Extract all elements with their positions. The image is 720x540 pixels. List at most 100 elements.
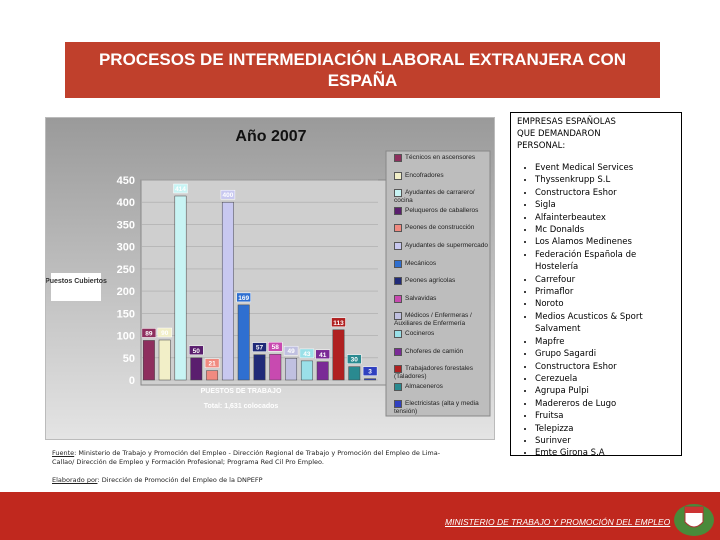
legend-swatch: [394, 242, 402, 250]
company: Medios Acusticos & Sport Salvament: [535, 311, 675, 336]
y-tick-label: 200: [117, 286, 135, 298]
legend-label: Trabajadores forestales (Taladores): [394, 365, 474, 381]
value-label-box: [347, 354, 362, 364]
y-tick-label: 50: [123, 353, 135, 365]
legend-entry: Ayudantes de carrarero/ cocina: [394, 189, 494, 205]
legend-label: Técnicos en ascensores: [405, 154, 476, 161]
legend-label: Salvavidas: [405, 294, 437, 302]
legend-entry: Trabajadores forestales (Taladores): [394, 365, 494, 381]
company: Agrupa Pulpi: [535, 385, 675, 397]
y-tick-label: 0: [129, 375, 135, 387]
value-label: 169: [238, 295, 249, 302]
value-label: 113: [333, 320, 344, 327]
bar: [364, 378, 377, 381]
legend-swatch: [394, 259, 402, 268]
legend-entry: Salvavidas: [394, 294, 494, 303]
legend-swatch: [394, 400, 402, 409]
legend-entry: Peluqueros de caballeros: [394, 206, 494, 215]
legend-entry: Cocineros: [394, 330, 494, 338]
company: Carrefour: [535, 274, 675, 286]
x-axis-label: PUESTOS DE TRABAJO: [201, 388, 282, 395]
legend-label: Peones de construcción: [405, 224, 475, 232]
chart-title: Año 2007: [235, 128, 306, 145]
legend-label: Ayudantes de carrarero/ cocina: [394, 189, 475, 205]
value-label: 3: [368, 369, 372, 376]
value-label: 49: [287, 348, 295, 355]
chart: Año 2007 Puestos Cubiertos PUESTOS DE TR…: [46, 118, 494, 439]
bar: [206, 370, 219, 381]
bar: [316, 361, 329, 381]
value-label-box: [220, 189, 236, 200]
company: Los Alamos Medinenes: [535, 236, 675, 248]
legend-label: Electricistas (alta y media tensión): [394, 400, 479, 416]
company: Surinver: [535, 435, 675, 447]
chart-panel: Año 2007 Puestos Cubiertos PUESTOS DE TR…: [45, 117, 495, 440]
legend-swatch: [394, 382, 402, 391]
company: Sigla: [535, 199, 675, 211]
source-label: Fuente: [52, 449, 75, 457]
legend-label: Peones agrícolas: [405, 277, 456, 285]
made-by-label: Elaborado por: [52, 476, 98, 484]
legend-entry: Ayudantes de supermercado: [394, 242, 494, 250]
plot: 0 50 100 150 200 250 300 350 400 450 89 90 414 50 21 40…: [117, 175, 378, 387]
legend-entry: Peones de construcción: [394, 224, 494, 233]
companies-list: Event Medical ServicesThyssenkrupp S.LCo…: [517, 162, 675, 460]
bar: [253, 354, 266, 381]
legend-swatch: [394, 224, 402, 233]
legend-swatch: [394, 171, 402, 180]
bar: [221, 201, 234, 381]
legend-entry: Médicos / Enfermeras / Auxiliares de Enf…: [394, 312, 494, 328]
footer-text: MINISTERIO DE TRABAJO Y PROMOCIÓN DEL EM…: [445, 517, 671, 527]
value-label-box: [283, 345, 299, 356]
company: Federación Española de Hostelería: [535, 249, 675, 274]
legend-entry: Peones agrícolas: [394, 277, 494, 286]
legend-entry: Técnicos en ascensores: [394, 154, 494, 162]
legend-label: Encofradores: [405, 171, 444, 179]
y-tick-label: 450: [117, 175, 135, 187]
legend-box: [385, 150, 491, 417]
company: Primaflor: [535, 286, 675, 298]
legend-swatch: [394, 154, 402, 162]
y-tick-label: 250: [117, 264, 135, 276]
legend-swatch: [394, 330, 402, 338]
company: Cerezuela: [535, 373, 675, 385]
company: Grupo Sagardi: [535, 348, 675, 360]
company: Constructora Eshor: [535, 361, 675, 373]
value-label-box: [236, 292, 251, 303]
company: Noroto: [535, 298, 675, 310]
bar: [158, 339, 171, 381]
legend-swatch: [394, 206, 402, 215]
value-label-box: [299, 348, 315, 359]
legend-label: Peluqueros de caballeros: [405, 206, 479, 214]
companies-title: EMPRESAS ESPAÑOLAS QUE DEMANDARON PERSON…: [517, 117, 616, 151]
bar: [332, 329, 345, 381]
legend-swatch: [394, 365, 402, 374]
bar: [269, 353, 282, 381]
value-label-box: [268, 341, 283, 352]
bar: [348, 366, 361, 381]
value-label-box: [331, 317, 346, 328]
company: Telepizza: [535, 423, 675, 435]
value-label-box: [141, 328, 157, 338]
value-label: 21: [208, 361, 216, 368]
slide-title: PROCESOS DE INTERMEDIACIÓN LABORAL EXTRA…: [65, 42, 660, 98]
value-label: 57: [256, 345, 264, 352]
company: Mapfre: [535, 336, 675, 348]
y-tick-label: 100: [117, 331, 135, 343]
legend-swatch: [394, 312, 402, 321]
value-label-box: [189, 345, 204, 356]
bar: [174, 195, 187, 381]
bar: [285, 357, 298, 381]
legend-entry: Choferes de camión: [394, 347, 494, 356]
y-tick-label: 300: [117, 242, 135, 254]
y-tick-label: 350: [117, 219, 135, 231]
companies-box: EMPRESAS ESPAÑOLAS QUE DEMANDARON PERSON…: [510, 112, 682, 458]
company: Thyssenkrupp S.L: [535, 174, 675, 186]
y-label-box: [51, 273, 101, 301]
company: Alfainterbeautex: [535, 212, 675, 224]
value-label-box: [315, 349, 330, 360]
value-label: 414: [175, 186, 186, 193]
y-tick-label: 150: [117, 308, 135, 320]
legend-entry: Almaceneros: [394, 382, 494, 391]
